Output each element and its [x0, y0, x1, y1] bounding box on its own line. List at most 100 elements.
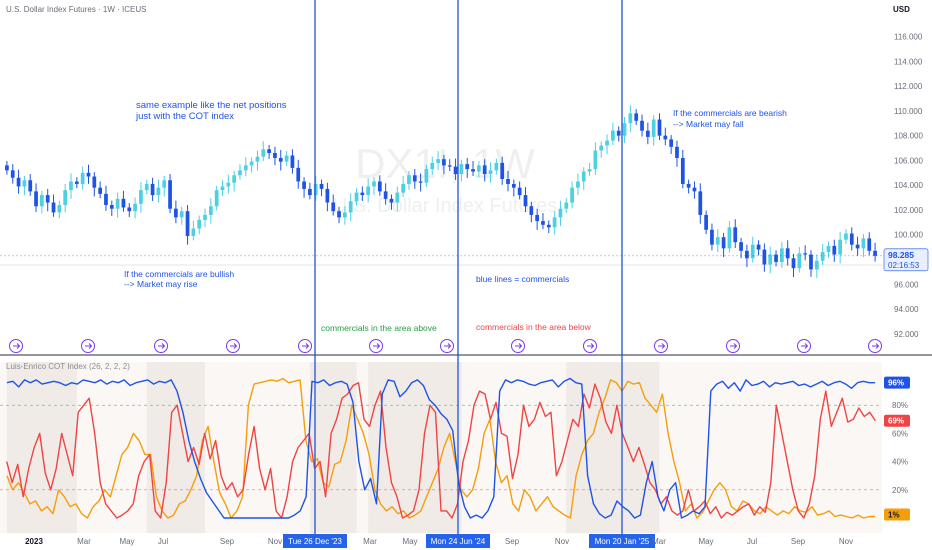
- arrow-right-icon: [302, 343, 310, 349]
- currency-label[interactable]: USD: [893, 5, 910, 14]
- candle-body: [267, 149, 271, 153]
- price-badge-value: 98.285: [888, 250, 914, 260]
- candle-body: [284, 155, 289, 162]
- event-icon[interactable]: [797, 339, 811, 353]
- event-icon[interactable]: [226, 339, 240, 353]
- cot-value-badge: [884, 508, 910, 521]
- candle-body: [389, 198, 394, 203]
- price-tick-label: 92.000: [894, 330, 919, 339]
- candle-body: [220, 186, 225, 191]
- cot-value-label: 1%: [888, 511, 900, 520]
- price-tick-label: 108.000: [894, 132, 923, 141]
- candle-body: [704, 214, 708, 230]
- event-icon[interactable]: [583, 339, 597, 353]
- event-icon[interactable]: [81, 339, 95, 353]
- candle-body: [319, 183, 324, 189]
- candle-body: [523, 195, 528, 207]
- candle-body: [273, 152, 277, 158]
- watermark-name: U.S. Dollar Index Futures: [333, 195, 558, 217]
- event-icon[interactable]: [9, 339, 23, 353]
- candle-body: [40, 195, 44, 207]
- candle-body: [208, 206, 213, 215]
- candle-body: [98, 187, 103, 194]
- candle-body: [412, 175, 417, 182]
- note-bearish-2: --> Market may fall: [673, 119, 744, 129]
- price-tick-label: 96.000: [894, 280, 919, 289]
- candle-body: [733, 227, 738, 243]
- candle-body: [86, 172, 91, 177]
- candle-body: [261, 149, 266, 157]
- candle-body: [535, 214, 540, 222]
- chart-header-title: U.S. Dollar Index Futures · 1W · ICEUS: [6, 5, 147, 14]
- candle-body: [139, 190, 143, 204]
- time-marker-badge: [589, 534, 655, 548]
- candle-body: [22, 180, 27, 187]
- candle-body: [197, 219, 202, 229]
- candle-body: [669, 139, 674, 147]
- candle-body: [558, 208, 563, 218]
- arrow-right-icon: [587, 343, 595, 349]
- candle-body: [494, 162, 499, 171]
- candle-body: [179, 211, 184, 218]
- candle-body: [115, 198, 120, 209]
- candle-body: [873, 250, 877, 256]
- candle-body: [774, 254, 778, 262]
- indicator-title[interactable]: Luis-Enrico COT Index (26, 2, 2, 2): [6, 362, 130, 371]
- price-tick-label: 114.000: [894, 57, 923, 66]
- note-blue-lines: blue lines = commercials: [476, 274, 569, 284]
- candle-body: [529, 206, 534, 215]
- candle-body: [249, 161, 254, 166]
- event-icon[interactable]: [440, 339, 454, 353]
- cot-series-orange: [6, 377, 876, 519]
- candle-body: [436, 159, 440, 163]
- candle-body: [255, 156, 260, 162]
- candle-body: [511, 183, 516, 188]
- candle-body: [675, 146, 679, 158]
- candle-body: [564, 202, 569, 209]
- event-icon[interactable]: [511, 339, 525, 353]
- event-icon[interactable]: [726, 339, 740, 353]
- price-tick-label: 116.000: [894, 33, 923, 42]
- candle-body: [191, 228, 196, 236]
- candle-body: [80, 172, 85, 184]
- candle-body: [232, 175, 237, 183]
- time-axis-label: 2023: [25, 537, 43, 546]
- candle-body: [313, 183, 318, 196]
- cot-value-label: 96%: [888, 379, 904, 388]
- event-icon[interactable]: [369, 339, 383, 353]
- candle-body: [168, 180, 172, 209]
- candle-body: [622, 123, 627, 136]
- candle-body: [453, 166, 458, 175]
- candle-body: [104, 193, 108, 206]
- candle-body: [296, 167, 301, 182]
- candle-body: [710, 229, 714, 245]
- event-icon[interactable]: [654, 339, 668, 353]
- candle-body: [663, 135, 668, 140]
- candle-body: [459, 164, 464, 175]
- arrow-right-icon: [515, 343, 523, 349]
- time-axis-label: Sep: [505, 537, 520, 546]
- event-icon[interactable]: [868, 339, 882, 353]
- time-axis-label: Mar: [77, 537, 91, 546]
- event-icon[interactable]: [154, 339, 168, 353]
- candle-body: [506, 179, 510, 184]
- note-top-1: same example like the net positions: [136, 100, 287, 111]
- candle-body: [51, 202, 56, 213]
- candle-body: [238, 170, 242, 176]
- note-area-above: commercials in the area above: [321, 323, 437, 333]
- candle-body: [745, 250, 749, 259]
- candle-body: [814, 260, 819, 270]
- candle-body: [838, 239, 842, 255]
- candle-body: [226, 182, 231, 187]
- event-icon[interactable]: [298, 339, 312, 353]
- candle-body: [645, 130, 650, 137]
- time-marker-label: Mon 24 Jun '24: [431, 537, 486, 546]
- candle-body: [803, 253, 808, 255]
- time-axis-label: Jul: [747, 537, 757, 546]
- arrow-right-icon: [373, 343, 381, 349]
- candle-body: [692, 187, 697, 192]
- candle-body: [366, 186, 371, 196]
- time-axis-label: May: [402, 537, 417, 546]
- candle-body: [517, 187, 522, 196]
